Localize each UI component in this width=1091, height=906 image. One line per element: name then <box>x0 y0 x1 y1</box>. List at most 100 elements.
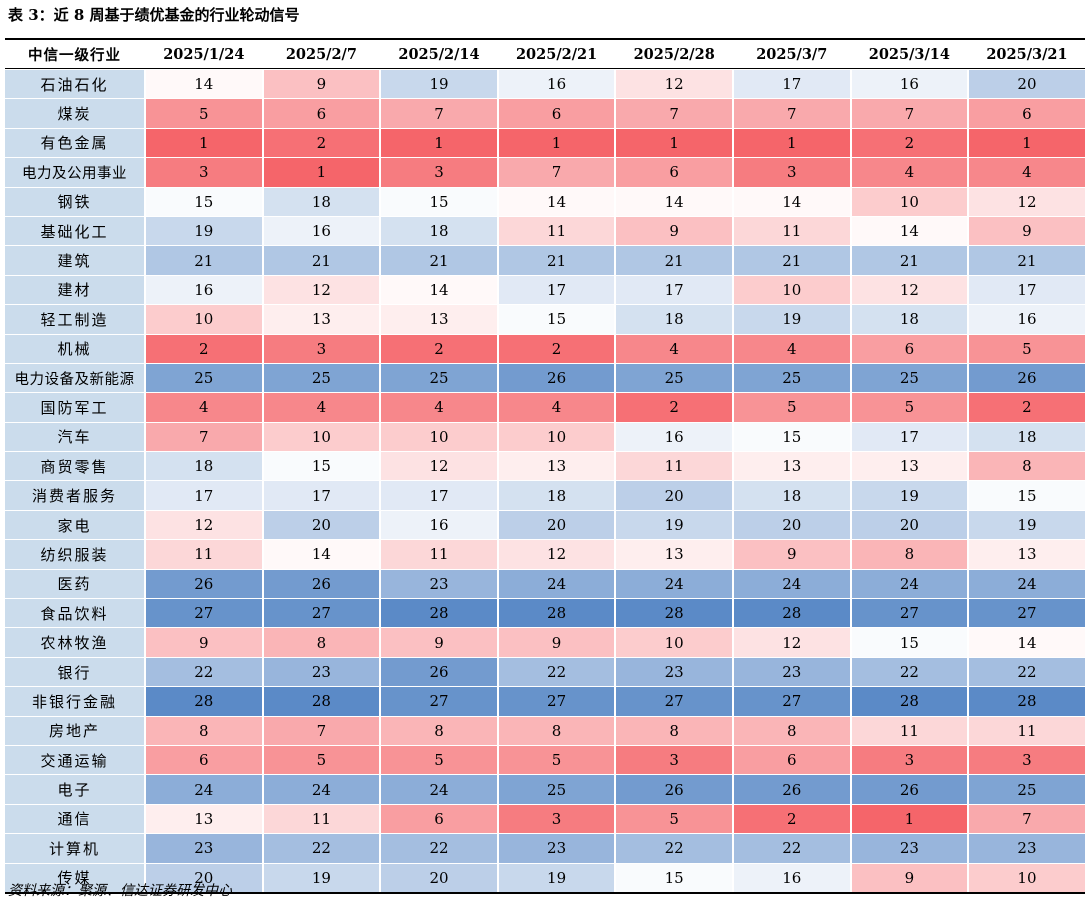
rank-cell: 25 <box>496 775 615 804</box>
rank-cell: 15 <box>849 628 968 657</box>
rank-cell: 18 <box>496 481 615 510</box>
rank-cell: 7 <box>731 99 850 128</box>
rank-cell: 8 <box>967 452 1085 481</box>
rank-cell: 12 <box>614 70 732 99</box>
rank-cell: 12 <box>261 275 380 305</box>
rank-cell: 22 <box>849 657 968 687</box>
rank-cell: 21 <box>967 246 1085 275</box>
rank-cell: 20 <box>379 863 497 892</box>
rank-cell: 6 <box>967 99 1085 128</box>
table-row: 商贸零售 18 15 12 13 11 13 13 8 <box>5 451 1085 481</box>
industry-label: 电力及公用事业 <box>5 158 144 187</box>
industry-label: 电子 <box>5 775 144 804</box>
industry-label: 建材 <box>5 275 144 305</box>
rank-cell: 27 <box>614 687 732 716</box>
industry-label: 国防军工 <box>5 393 144 422</box>
rank-cell: 3 <box>261 334 380 363</box>
rank-cell: 27 <box>144 599 262 628</box>
rank-cell: 25 <box>849 363 968 393</box>
rotation-signal-table: 中信一级行业 2025/1/24 2025/2/7 2025/2/14 2025… <box>5 38 1085 894</box>
table-row: 电力设备及新能源 25 25 25 26 25 25 25 26 <box>5 362 1085 393</box>
rank-cell: 21 <box>261 246 380 275</box>
industry-label: 交通运输 <box>5 745 144 775</box>
industry-label: 非银行金融 <box>5 687 144 716</box>
rank-cell: 19 <box>614 510 732 540</box>
rank-cell: 26 <box>261 569 380 599</box>
rank-cell: 15 <box>144 187 262 216</box>
rank-cell: 19 <box>967 510 1085 540</box>
rank-cell: 16 <box>379 510 497 540</box>
rank-cell: 23 <box>379 569 497 599</box>
rank-cell: 20 <box>144 863 262 892</box>
rank-cell: 19 <box>144 216 262 246</box>
table-header-row: 中信一级行业 2025/1/24 2025/2/7 2025/2/14 2025… <box>5 40 1085 69</box>
rank-cell: 16 <box>967 305 1085 334</box>
rank-cell: 23 <box>261 657 380 687</box>
rank-cell: 5 <box>144 99 262 128</box>
rank-cell: 10 <box>379 422 497 452</box>
industry-label: 轻工制造 <box>5 305 144 334</box>
source-note: 资料来源：聚源、信达证券研发中心 <box>8 883 232 899</box>
rank-cell: 13 <box>967 540 1085 569</box>
rank-cell: 2 <box>849 128 968 158</box>
rank-cell: 27 <box>261 599 380 628</box>
rank-cell: 28 <box>496 599 615 628</box>
date-header: 2025/3/21 <box>967 40 1085 68</box>
rank-cell: 4 <box>731 334 850 363</box>
rank-cell: 22 <box>144 657 262 687</box>
rank-cell: 7 <box>379 99 497 128</box>
rank-cell: 21 <box>379 246 497 275</box>
table-row: 交通运输 6 5 5 5 3 6 3 3 <box>5 744 1085 775</box>
rank-cell: 15 <box>379 187 497 216</box>
rank-cell: 24 <box>849 569 968 599</box>
industry-label: 煤炭 <box>5 99 144 128</box>
rank-cell: 21 <box>849 246 968 275</box>
rank-cell: 24 <box>731 569 850 599</box>
rank-cell: 20 <box>731 510 850 540</box>
rank-cell: 26 <box>614 775 732 804</box>
rank-cell: 3 <box>614 745 732 775</box>
rank-cell: 1 <box>731 128 850 158</box>
rank-cell: 13 <box>144 804 262 834</box>
rank-cell: 17 <box>379 481 497 510</box>
table-row: 有色金属 1 2 1 1 1 1 2 1 <box>5 127 1085 158</box>
industry-label: 商贸零售 <box>5 452 144 481</box>
rank-cell: 10 <box>614 628 732 657</box>
rank-cell: 2 <box>967 393 1085 422</box>
rank-cell: 14 <box>614 187 732 216</box>
rank-cell: 5 <box>849 393 968 422</box>
table-row: 非银行金融 28 28 27 27 27 27 28 28 <box>5 686 1085 716</box>
rank-cell: 14 <box>379 275 497 305</box>
rank-cell: 6 <box>144 745 262 775</box>
rank-cell: 27 <box>731 687 850 716</box>
rank-cell: 12 <box>967 187 1085 216</box>
industry-label: 银行 <box>5 657 144 687</box>
rank-cell: 17 <box>614 275 732 305</box>
rank-cell: 28 <box>967 687 1085 716</box>
rank-cell: 1 <box>379 128 497 158</box>
industry-label: 机械 <box>5 334 144 363</box>
industry-label: 钢铁 <box>5 187 144 216</box>
rank-cell: 28 <box>379 599 497 628</box>
rank-cell: 19 <box>731 305 850 334</box>
rank-cell: 23 <box>967 834 1085 863</box>
rank-cell: 25 <box>261 363 380 393</box>
rank-cell: 19 <box>379 70 497 99</box>
rank-cell: 24 <box>496 569 615 599</box>
rank-cell: 9 <box>261 70 380 99</box>
rank-cell: 3 <box>144 158 262 187</box>
rank-cell: 17 <box>967 275 1085 305</box>
rank-cell: 24 <box>379 775 497 804</box>
rank-cell: 1 <box>261 158 380 187</box>
table-body: 石油石化 14 9 19 16 12 17 16 20 煤炭 5 6 7 6 7 7 7 6 有色金属 1 2 1 1 1 1 2… <box>5 69 1085 892</box>
rank-cell: 14 <box>144 70 262 99</box>
rank-cell: 7 <box>614 99 732 128</box>
rank-cell: 8 <box>496 716 615 745</box>
rank-cell: 4 <box>144 393 262 422</box>
table-row: 煤炭 5 6 7 6 7 7 7 6 <box>5 98 1085 128</box>
rank-cell: 5 <box>379 745 497 775</box>
rank-cell: 24 <box>614 569 732 599</box>
industry-label: 纺织服装 <box>5 540 144 569</box>
rank-cell: 11 <box>144 540 262 569</box>
rank-cell: 14 <box>731 187 850 216</box>
